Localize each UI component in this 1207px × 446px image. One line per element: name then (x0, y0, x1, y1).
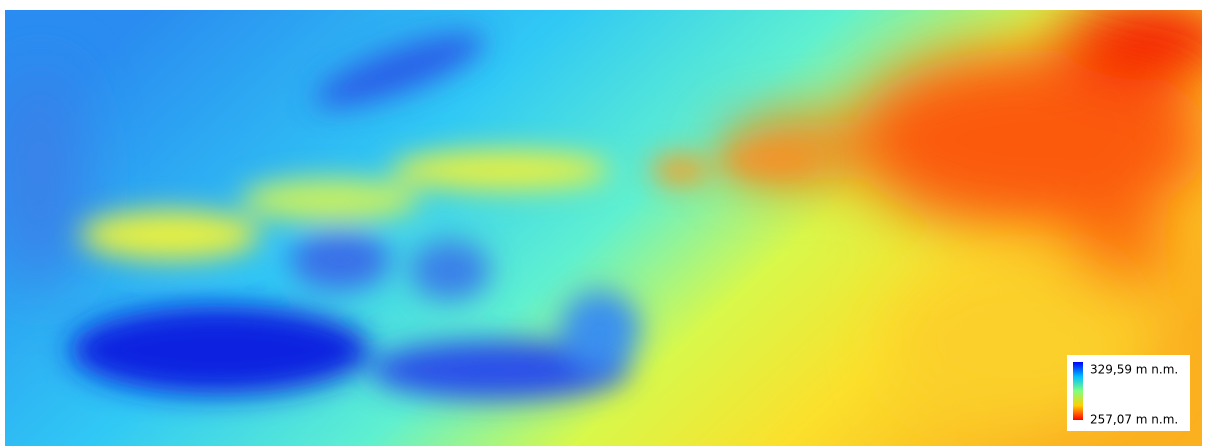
page: {"legend": {"max_label": "329,59 m n.m."… (0, 0, 1207, 446)
color-bar (1073, 362, 1083, 420)
legend: 329,59 m n.m. 257,07 m n.m. (1067, 355, 1190, 431)
legend-min: 257,07 m n.m. (1090, 413, 1178, 427)
raster (0, 0, 1207, 446)
legend-max: 329,59 m n.m. (1090, 363, 1178, 377)
elevation-map: 329,59 m n.m. 257,07 m n.m. (0, 0, 1207, 446)
